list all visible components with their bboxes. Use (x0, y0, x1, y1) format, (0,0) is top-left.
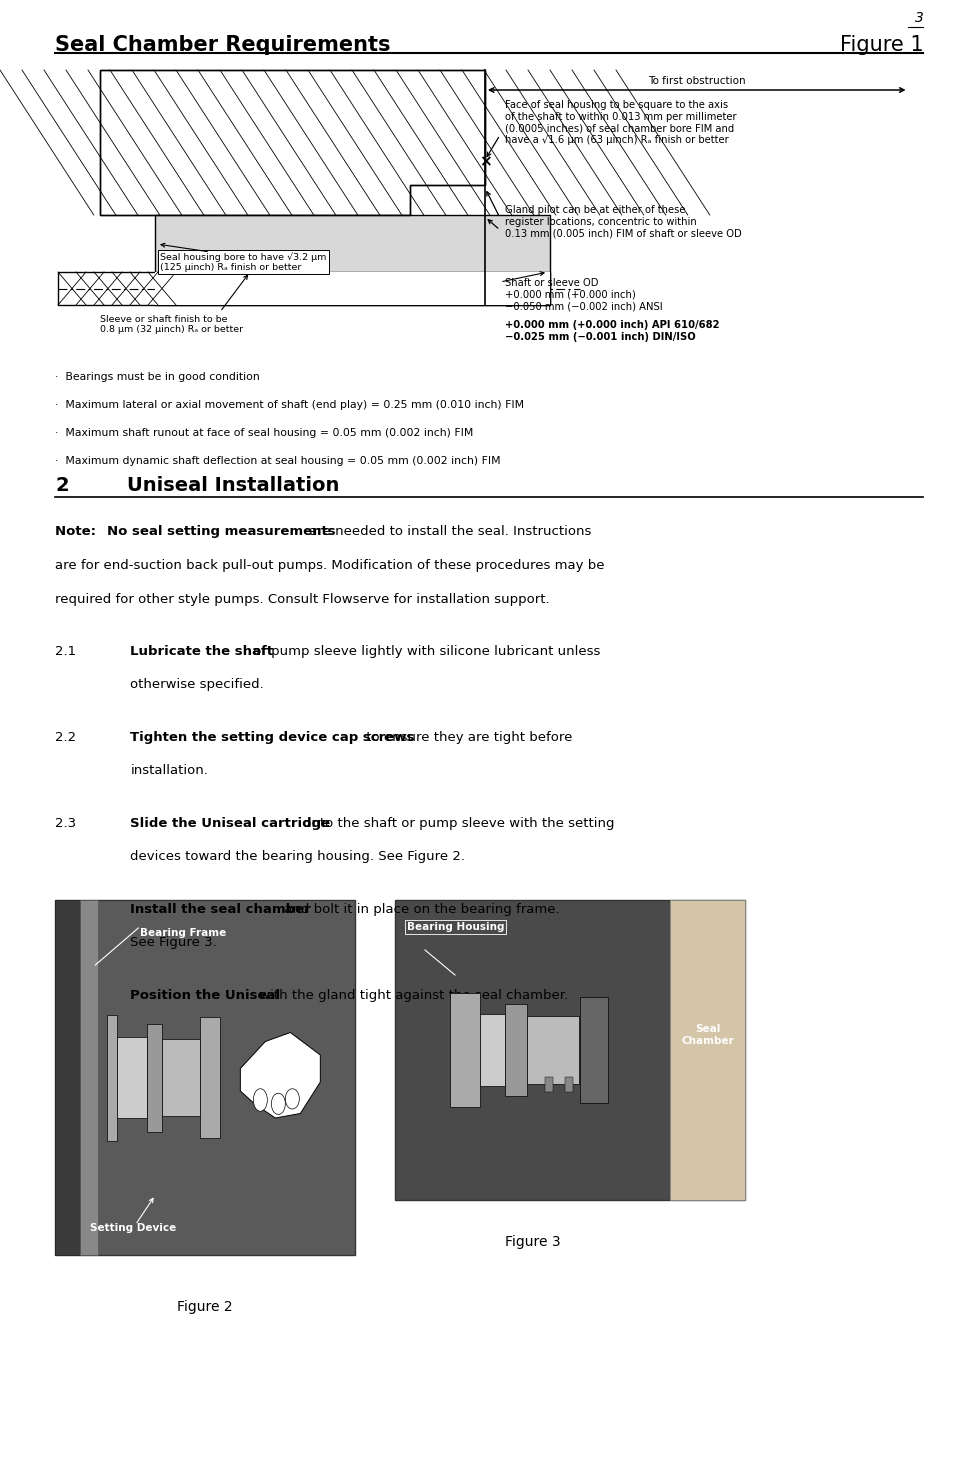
Text: Seal
Chamber: Seal Chamber (680, 1024, 733, 1046)
Bar (147, 1024, 162, 1131)
Text: Slide the Uniseal cartridge: Slide the Uniseal cartridge (131, 817, 330, 830)
Text: Lubricate the shaft: Lubricate the shaft (131, 645, 274, 658)
Bar (108, 1015, 117, 1140)
Bar (55, 900, 355, 1255)
Text: ·  Bearings must be in good condition: · Bearings must be in good condition (55, 372, 260, 382)
Bar (564, 1077, 573, 1092)
Text: otherwise specified.: otherwise specified. (131, 678, 264, 690)
Text: Figure 1: Figure 1 (839, 35, 923, 55)
Bar (526, 1016, 578, 1084)
Text: Figure 2: Figure 2 (177, 1299, 233, 1314)
Bar (504, 1004, 526, 1096)
Text: 2: 2 (55, 476, 69, 496)
Text: ·  Maximum lateral or axial movement of shaft (end play) = 0.25 mm (0.010 inch) : · Maximum lateral or axial movement of s… (55, 400, 524, 410)
Text: and bolt it in place on the bearing frame.: and bolt it in place on the bearing fram… (280, 903, 559, 916)
Text: are needed to install the seal. Instructions: are needed to install the seal. Instruct… (305, 525, 591, 538)
Ellipse shape (253, 1089, 267, 1111)
Text: Seal Chamber Requirements: Seal Chamber Requirements (55, 35, 391, 55)
Text: ·  Maximum shaft runout at face of seal housing = 0.05 mm (0.002 inch) FIM: · Maximum shaft runout at face of seal h… (55, 428, 474, 438)
Polygon shape (240, 1032, 320, 1118)
Polygon shape (100, 69, 484, 215)
Text: to ensure they are tight before: to ensure they are tight before (361, 732, 572, 743)
Text: are for end-suction back pull-out pumps. Modification of these procedures may be: are for end-suction back pull-out pumps.… (55, 559, 604, 572)
Ellipse shape (285, 1089, 299, 1109)
Bar (154, 271, 550, 305)
Text: required for other style pumps. Consult Flowserve for installation support.: required for other style pumps. Consult … (55, 593, 549, 606)
Text: Gland pilot can be at either of these
register locations, concentric to within
0: Gland pilot can be at either of these re… (504, 205, 741, 237)
Text: 2.3: 2.3 (55, 817, 76, 830)
Bar (544, 1077, 553, 1092)
Text: See Figure 3.: See Figure 3. (131, 937, 217, 948)
Text: Bearing Frame: Bearing Frame (140, 928, 227, 938)
Bar (80, 900, 98, 1255)
Text: Face of seal housing to be square to the axis
of the shaft to within 0.013 mm pe: Face of seal housing to be square to the… (504, 100, 736, 145)
Text: Note:: Note: (55, 525, 106, 538)
Text: onto the shaft or pump sleeve with the setting: onto the shaft or pump sleeve with the s… (299, 817, 614, 830)
Text: To first obstruction: To first obstruction (647, 77, 744, 86)
Text: 2.1: 2.1 (55, 645, 76, 658)
Text: devices toward the bearing housing. See Figure 2.: devices toward the bearing housing. See … (131, 850, 465, 863)
Text: Bearing Housing: Bearing Housing (407, 922, 504, 932)
Text: +0.000 mm (+0.000 inch) API 610/682
−0.025 mm (−0.001 inch) DIN/ISO: +0.000 mm (+0.000 inch) API 610/682 −0.0… (504, 320, 719, 342)
Text: installation.: installation. (131, 764, 208, 777)
Bar (479, 1013, 504, 1086)
Bar (200, 1016, 220, 1139)
Text: with the gland tight against the seal chamber.: with the gland tight against the seal ch… (255, 990, 568, 1002)
Text: Tighten the setting device cap screws: Tighten the setting device cap screws (131, 732, 415, 743)
Text: 3: 3 (914, 10, 923, 25)
Text: ×: × (478, 155, 491, 170)
Text: Position the Uniseal: Position the Uniseal (131, 990, 280, 1002)
Text: Uniseal Installation: Uniseal Installation (127, 476, 339, 496)
Text: 2.2: 2.2 (55, 732, 76, 743)
Bar (450, 993, 479, 1108)
Bar (395, 900, 744, 1201)
Bar (162, 1040, 200, 1115)
Bar (669, 900, 744, 1201)
Text: 2.4: 2.4 (55, 903, 76, 916)
Text: Setting Device: Setting Device (91, 1223, 176, 1233)
Text: or pump sleeve lightly with silicone lubricant unless: or pump sleeve lightly with silicone lub… (249, 645, 599, 658)
Bar (58, 271, 550, 305)
Polygon shape (154, 215, 550, 305)
Text: Install the seal chamber: Install the seal chamber (131, 903, 311, 916)
Text: No seal setting measurements: No seal setting measurements (108, 525, 335, 538)
Bar (579, 997, 607, 1103)
Text: Figure 3: Figure 3 (504, 1235, 559, 1249)
Bar (117, 1037, 147, 1118)
Bar (55, 900, 80, 1255)
Text: 2.5: 2.5 (55, 990, 76, 1002)
Ellipse shape (271, 1093, 285, 1115)
Text: ·  Maximum dynamic shaft deflection at seal housing = 0.05 mm (0.002 inch) FIM: · Maximum dynamic shaft deflection at se… (55, 456, 500, 466)
Text: Seal housing bore to have √3.2 μm
(125 μinch) Rₐ finish or better: Seal housing bore to have √3.2 μm (125 μ… (160, 252, 326, 271)
Text: Sleeve or shaft finish to be
0.8 μm (32 μinch) Rₐ or better: Sleeve or shaft finish to be 0.8 μm (32 … (100, 316, 243, 335)
Text: Shaft or sleeve OD
+0.000 mm (+0.000 inch)
−0.050 mm (−0.002 inch) ANSI: Shaft or sleeve OD +0.000 mm (+0.000 inc… (504, 277, 662, 311)
